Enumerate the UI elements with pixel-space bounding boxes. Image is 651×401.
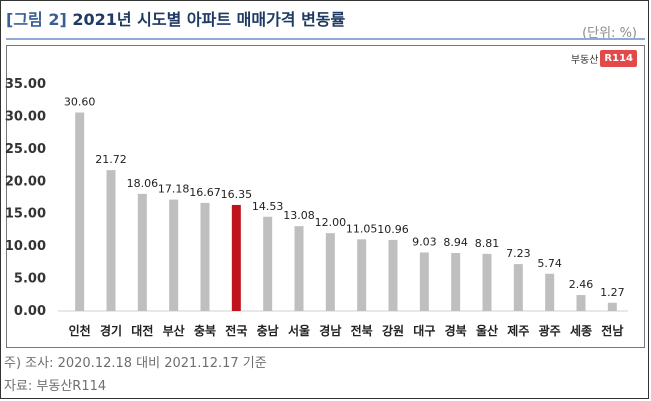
data-label: 1.27 bbox=[600, 286, 625, 299]
bar-3 bbox=[137, 193, 147, 311]
data-label: 5.74 bbox=[537, 257, 562, 270]
bar-18 bbox=[607, 302, 617, 311]
data-label: 11.05 bbox=[346, 222, 378, 235]
data-label: 10.96 bbox=[377, 223, 409, 236]
x-tick-label: 전남 bbox=[601, 323, 623, 338]
x-tick-label: 전북 bbox=[351, 323, 373, 338]
y-tick-label: 35.00 bbox=[5, 77, 46, 92]
x-tick-label: 대구 bbox=[413, 324, 435, 338]
figure-tag: [그림 2] bbox=[6, 10, 67, 29]
bar-17 bbox=[576, 295, 586, 311]
bar-8 bbox=[294, 226, 304, 311]
y-tick-label: 15.00 bbox=[5, 207, 46, 222]
x-tick-label: 경북 bbox=[445, 324, 467, 338]
logo-text: 부동산 bbox=[570, 55, 599, 66]
x-tick-label: 충북 bbox=[194, 323, 216, 338]
unit-label: (단위: %) bbox=[582, 26, 637, 41]
figure-title: [그림 2] 2021년 시도별 아파트 매매가격 변동률 bbox=[6, 6, 345, 30]
footer-source: 자료: 부동산R114 bbox=[4, 379, 107, 394]
data-label: 16.67 bbox=[189, 186, 221, 199]
x-tick-label: 제주 bbox=[507, 324, 529, 338]
y-tick-label: 5.00 bbox=[14, 272, 46, 287]
bar-10 bbox=[357, 239, 367, 311]
bar-11 bbox=[388, 239, 398, 311]
bar-4 bbox=[169, 199, 179, 311]
y-tick-label: 0.00 bbox=[14, 304, 46, 319]
title-rule bbox=[6, 38, 645, 40]
y-tick-label: 30.00 bbox=[5, 109, 46, 124]
footer-note: 주) 조사: 2020.12.18 대비 2021.12.17 기준 bbox=[4, 356, 267, 371]
bar-1 bbox=[75, 112, 85, 311]
bar-2 bbox=[106, 170, 116, 311]
x-tick-label: 부산 bbox=[163, 323, 185, 338]
data-label: 18.06 bbox=[127, 177, 159, 190]
x-tick-label: 세종 bbox=[570, 323, 592, 338]
data-label: 9.03 bbox=[412, 235, 437, 248]
data-label: 13.08 bbox=[283, 209, 315, 222]
x-tick-label: 전국 bbox=[225, 323, 247, 338]
bar-16 bbox=[545, 273, 555, 311]
bar-9 bbox=[325, 233, 335, 311]
bar-15 bbox=[513, 264, 523, 311]
y-tick-label: 20.00 bbox=[5, 174, 46, 189]
x-tick-label: 강원 bbox=[382, 324, 404, 338]
bar-14 bbox=[482, 253, 492, 311]
x-tick-label: 인천 bbox=[69, 323, 91, 338]
x-tick-label: 대전 bbox=[131, 323, 153, 338]
x-tick-label: 경기 bbox=[100, 323, 122, 338]
bar-5 bbox=[200, 202, 210, 311]
logo: 부동산 R114 bbox=[571, 50, 637, 67]
logo-badge: R114 bbox=[600, 50, 637, 67]
bar-13 bbox=[451, 253, 461, 311]
data-label: 8.81 bbox=[475, 237, 500, 250]
data-label: 21.72 bbox=[95, 153, 127, 166]
data-label: 14.53 bbox=[252, 200, 284, 213]
data-label: 16.35 bbox=[221, 188, 253, 201]
x-tick-label: 서울 bbox=[288, 323, 310, 338]
bar-12 bbox=[419, 252, 429, 311]
data-label: 17.18 bbox=[158, 183, 190, 196]
data-label: 8.94 bbox=[443, 236, 468, 249]
data-label: 2.46 bbox=[569, 278, 594, 291]
data-label: 7.23 bbox=[506, 247, 531, 260]
data-label: 30.60 bbox=[64, 96, 96, 109]
figure-title-text: 2021년 시도별 아파트 매매가격 변동률 bbox=[72, 10, 346, 29]
x-tick-label: 울산 bbox=[476, 323, 498, 338]
x-tick-label: 충남 bbox=[257, 323, 279, 338]
x-tick-label: 광주 bbox=[539, 323, 561, 338]
y-tick-label: 10.00 bbox=[5, 239, 46, 254]
bar-7 bbox=[263, 216, 273, 311]
bar-6 bbox=[231, 204, 241, 311]
data-label: 12.00 bbox=[315, 216, 347, 229]
x-tick-label: 경남 bbox=[319, 323, 341, 338]
y-tick-label: 25.00 bbox=[5, 142, 46, 157]
